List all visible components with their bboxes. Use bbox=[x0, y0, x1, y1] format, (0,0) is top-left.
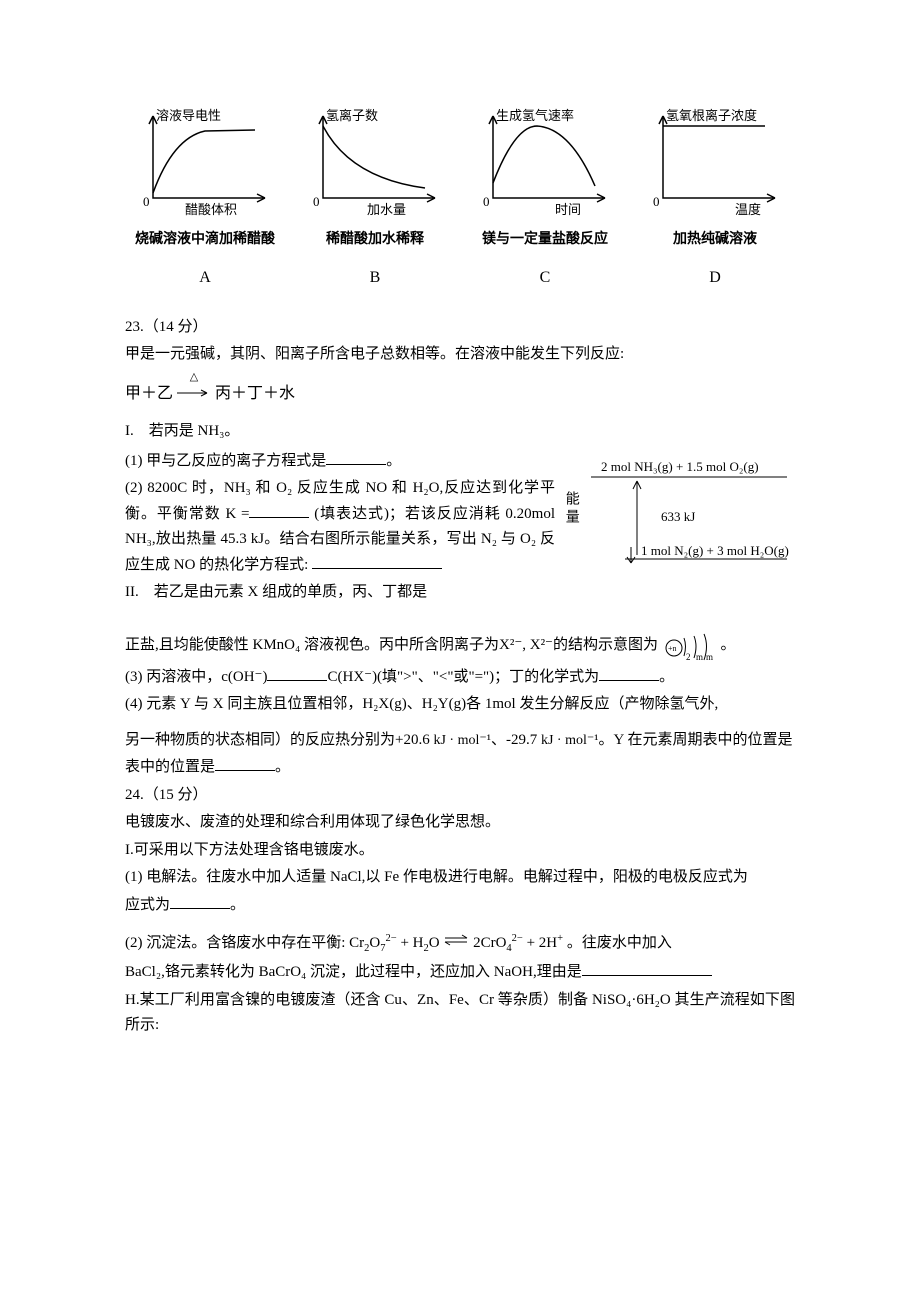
eq-left: 甲＋乙 bbox=[125, 385, 173, 402]
q24-p2c-text: BaCl₂,铬元素转化为 BaCrO₄ 沉淀，此过程中，还应加入 NaOH,理由… bbox=[125, 964, 582, 980]
chart-c-ylabel: 生成氢气速率 bbox=[496, 108, 574, 123]
delta-label: △ bbox=[190, 368, 198, 387]
q23-p4d: 。Y 在元素周期表中的位置是 bbox=[598, 732, 792, 748]
q23-p3: (3) 丙溶液中，c(OH⁻) C(HX⁻)(填">"、"<"或"=")；丁的化学… bbox=[125, 665, 795, 691]
chart-c-svg: 生成氢气速率 0 时间 bbox=[465, 108, 625, 226]
option-d-letter: D bbox=[635, 264, 795, 291]
chart-b-caption: 稀醋酸加水稀释 bbox=[326, 228, 424, 252]
chart-a-curve bbox=[153, 130, 255, 193]
q23-flex-section: (1) 甲与乙反应的离子方程式是 。 (2) 8200C 时，NH₃ 和 O₂ 反… bbox=[125, 447, 795, 608]
q24-p1-end: 。 bbox=[230, 897, 245, 913]
chart-b-origin: 0 bbox=[313, 194, 320, 209]
q24-number: 24.（15 分） bbox=[125, 783, 795, 809]
q23-p3-end: 。 bbox=[659, 669, 674, 685]
chart-d-caption: 加热纯碱溶液 bbox=[673, 228, 757, 252]
q23-p1-text: (1) 甲与乙反应的离子方程式是 bbox=[125, 453, 326, 469]
chart-a-caption: 烧碱溶液中滴加稀醋酸 bbox=[135, 228, 275, 252]
equilibrium-arrow-icon bbox=[443, 931, 469, 957]
q24-p1-text: (1) 电解法。往废水中加人适量 NaCl,以 Fe 作电极进行电解。电解过程中… bbox=[125, 869, 748, 885]
chart-a: 溶液导电性 0 醋酸体积 烧碱溶液中滴加稀醋酸 bbox=[125, 108, 285, 252]
orbital-shell-3: m bbox=[706, 652, 713, 662]
chart-c-caption: 镁与一定量盐酸反应 bbox=[482, 228, 608, 252]
blank-1 bbox=[326, 464, 386, 465]
option-b-letter: B bbox=[295, 264, 455, 291]
energy-top-label: 2 mol NH₃(g) + 1.5 mol O₂(g) bbox=[601, 459, 759, 474]
q23-p4b-line: 另一种物质的状态相同）的反应热分别为+20.6 kJ · mol⁻¹、-29.7… bbox=[125, 728, 795, 754]
chem-equation: Cr2O72− + H2O 2CrO42− + 2H+ bbox=[349, 935, 567, 951]
delta-arrow-icon: △ bbox=[177, 380, 211, 407]
energy-bot-label: 1 mol N₂(g) + 3 mol H₂O(g) bbox=[641, 543, 789, 558]
q23-p3-a: (3) 丙溶液中，c(OH⁻) bbox=[125, 669, 267, 685]
blank-6 bbox=[215, 770, 275, 771]
q24-intro: 电镀废水、废渣的处理和综合利用体现了绿色化学思想。 bbox=[125, 810, 795, 836]
q23-p3-mid: C(HX⁻)(填">"、"<"或"=")；丁的化学式为 bbox=[327, 669, 599, 685]
q23-left-col: (1) 甲与乙反应的离子方程式是 。 (2) 8200C 时，NH₃ 和 O₂ 反… bbox=[125, 447, 555, 608]
q24-p1-tail-text: 应式为 bbox=[125, 897, 170, 913]
q23-equation: 甲＋乙 △ 丙＋丁＋水 bbox=[125, 380, 795, 407]
q24-p2c: BaCl₂,铬元素转化为 BaCrO₄ 沉淀，此过程中，还应加入 NaOH,理由… bbox=[125, 960, 795, 986]
q23-p2-body-end: 。 bbox=[720, 637, 735, 653]
chart-a-xlabel: 醋酸体积 bbox=[185, 202, 237, 217]
chart-b-svg: 氢离子数 0 加水量 bbox=[295, 108, 455, 226]
eq-right: 丙＋丁＋水 bbox=[215, 385, 295, 402]
chart-b: 氢离子数 0 加水量 稀醋酸加水稀释 bbox=[295, 108, 455, 252]
chart-c-origin: 0 bbox=[483, 194, 490, 209]
q23-p4a: (4) 元素 Y 与 X 同主族且位置相邻，H₂X(g)、H₂Y(g)各 1mo… bbox=[125, 692, 795, 718]
chart-a-origin: 0 bbox=[143, 194, 150, 209]
unit-1: kJ · mol⁻¹ bbox=[433, 733, 490, 748]
chart-a-svg: 溶液导电性 0 醋酸体积 bbox=[125, 108, 285, 226]
blank-4 bbox=[267, 680, 327, 681]
blank-8 bbox=[582, 975, 712, 976]
q23-part1-head: I. 若丙是 NH₃。 bbox=[125, 419, 795, 445]
energy-diagram: 能量 2 mol NH₃(g) + 1.5 mol O₂(g) 633 kJ 1… bbox=[565, 451, 795, 581]
orbital-shell-2: m bbox=[696, 652, 703, 662]
q24-p2: (2) 沉淀法。含铬废水中存在平衡: Cr2O72− + H2O 2CrO42−… bbox=[125, 930, 795, 958]
chart-c-curve bbox=[493, 126, 595, 186]
q24-p2a: (2) 沉淀法。含铬废水中存在平衡: bbox=[125, 935, 345, 951]
q24-p1: (1) 电解法。往废水中加人适量 NaCl,以 Fe 作电极进行电解。电解过程中… bbox=[125, 865, 795, 891]
q23-p4b: 另一种物质的状态相同）的反应热分别为+20.6 bbox=[125, 732, 433, 748]
chart-c-xlabel: 时间 bbox=[555, 202, 581, 217]
chart-b-ylabel: 氢离子数 bbox=[326, 108, 378, 123]
blank-3 bbox=[312, 568, 442, 569]
q23-number: 23.（14 分） bbox=[125, 315, 795, 341]
chart-d: 氢氧根离子浓度 0 温度 加热纯碱溶液 bbox=[635, 108, 795, 252]
blank-2 bbox=[249, 517, 309, 518]
option-charts-row: 溶液导电性 0 醋酸体积 烧碱溶液中滴加稀醋酸 氢离子数 0 加水量 稀醋酸加水… bbox=[125, 108, 795, 252]
blank-7 bbox=[170, 908, 230, 909]
q23-p2: (2) 8200C 时，NH₃ 和 O₂ 反应生成 NO 和 H₂O,反应达到化… bbox=[125, 476, 555, 578]
energy-ylabel: 能量 bbox=[559, 491, 583, 527]
q24-part1-head: I.可采用以下方法处理含铬电镀废水。 bbox=[125, 838, 795, 864]
q24-p1-tail: 应式为 。 bbox=[125, 893, 795, 919]
chart-d-svg: 氢氧根离子浓度 0 温度 bbox=[635, 108, 795, 226]
q23-p2-body-text: 正盐,且均能使酸性 KMnO₄ 溶液视色。丙中所含阴离子为X²⁻, X²⁻的结构… bbox=[125, 637, 658, 653]
orbital-shell-1: 2 bbox=[686, 652, 691, 662]
chart-c: 生成氢气速率 0 时间 镁与一定量盐酸反应 bbox=[465, 108, 625, 252]
energy-mid-label: 633 kJ bbox=[661, 509, 695, 524]
q23-part2-head: II. 若乙是由元素 X 组成的单质，丙、丁都是 bbox=[125, 580, 555, 606]
q23-p4-tail: 表中的位置是 bbox=[125, 759, 215, 775]
q23-p4c: 、-29.7 bbox=[491, 732, 541, 748]
orbital-diagram-icon: +n 2 m m bbox=[662, 628, 717, 663]
chart-d-origin: 0 bbox=[653, 194, 660, 209]
blank-5 bbox=[599, 680, 659, 681]
chart-a-ylabel: 溶液导电性 bbox=[156, 108, 221, 123]
chart-d-xlabel: 温度 bbox=[735, 202, 761, 217]
q23-p1-end: 。 bbox=[386, 453, 401, 469]
option-c-letter: C bbox=[465, 264, 625, 291]
q23-intro: 甲是一元强碱，其阴、阳离子所含电子总数相等。在溶液中能发生下列反应: bbox=[125, 342, 795, 368]
option-a-letter: A bbox=[125, 264, 285, 291]
q23-p1: (1) 甲与乙反应的离子方程式是 。 bbox=[125, 449, 555, 475]
unit-2: kJ · mol⁻¹ bbox=[541, 733, 598, 748]
q24-part2: H.某工厂利用富含镍的电镀废渣（还含 Cu、Zn、Fe、Cr 等杂质）制备 Ni… bbox=[125, 988, 795, 1039]
option-letters-row: A B C D bbox=[125, 264, 795, 291]
chart-b-xlabel: 加水量 bbox=[367, 202, 406, 217]
orbital-core-label: +n bbox=[668, 644, 677, 653]
q23-p4-end: 。 bbox=[275, 759, 290, 775]
q23-p2-body: 正盐,且均能使酸性 KMnO₄ 溶液视色。丙中所含阴离子为X²⁻, X²⁻的结构… bbox=[125, 628, 795, 663]
q23-p4-end-line: 。Y 在元素周期表中的位置是 表中的位置是。 bbox=[125, 755, 795, 781]
chart-d-ylabel: 氢氧根离子浓度 bbox=[666, 108, 757, 123]
chart-b-curve bbox=[323, 126, 425, 188]
q24-p2b: 。往废水中加入 bbox=[567, 935, 672, 951]
